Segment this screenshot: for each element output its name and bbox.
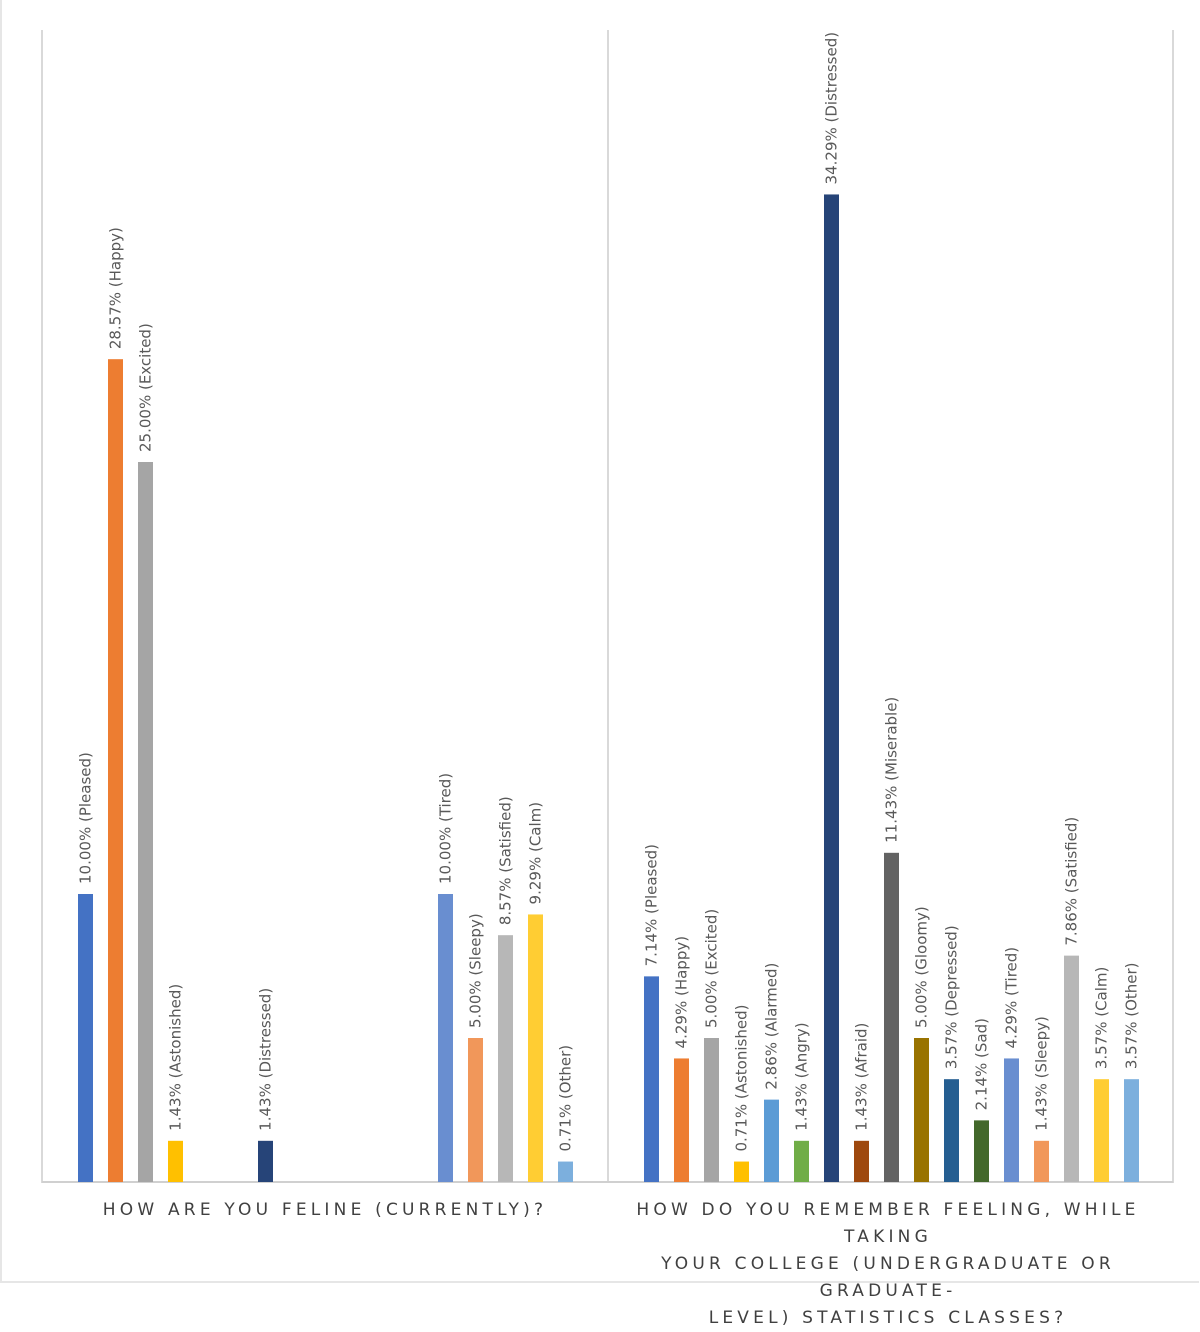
right-data-label-satisfied: 7.86% (Satisfied): [1063, 817, 1081, 946]
right-data-label-tired: 4.29% (Tired): [1003, 947, 1021, 1049]
left-data-label-astonished: 1.43% (Astonished): [167, 984, 185, 1131]
left-bar-other: [558, 1161, 573, 1182]
left-bar-calm: [528, 914, 543, 1182]
left-data-label-distressed: 1.43% (Distressed): [257, 988, 275, 1131]
right-axis-title-line-1: How do you remember feeling, while takin…: [636, 1200, 1140, 1247]
right-bar-sad: [974, 1120, 989, 1182]
chart-svg: 10.00% (Pleased) 28.57% (Happy) 25.00% (Ex…: [41, 30, 1174, 1183]
left-data-label-calm: 9.29% (Calm): [527, 802, 545, 905]
left-panel-bars: 10.00% (Pleased) 28.57% (Happy) 25.00% (Ex…: [77, 227, 575, 1183]
right-data-label-angry: 1.43% (Angry): [793, 1022, 811, 1130]
right-bar-distressed: [824, 194, 839, 1182]
left-data-label-other: 0.71% (Other): [557, 1045, 575, 1152]
left-bar-tired: [438, 894, 453, 1182]
right-data-label-depressed: 3.57% (Depressed): [943, 925, 961, 1069]
left-bar-sleepy: [468, 1038, 483, 1182]
right-bar-excited: [704, 1038, 719, 1182]
left-bar-astonished: [168, 1140, 183, 1182]
right-data-label-astonished: 0.71% (Astonished): [733, 1005, 751, 1152]
left-bar-pleased: [78, 894, 93, 1182]
left-data-label-happy: 28.57% (Happy): [107, 227, 125, 349]
right-bar-depressed: [944, 1079, 959, 1182]
right-data-label-miserable: 11.43% (Miserable): [883, 697, 901, 843]
right-axis-title-line-3: level) statistics classes?: [708, 1308, 1068, 1328]
right-panel-bars: 7.14% (Pleased) 4.29% (Happy) 5.00% (Excit…: [643, 32, 1141, 1182]
right-bar-astonished: [734, 1161, 749, 1182]
right-bar-alarmed: [764, 1099, 779, 1182]
left-data-label-satisfied: 8.57% (Satisfied): [497, 796, 515, 925]
right-bar-calm: [1094, 1079, 1109, 1182]
right-bar-sleepy: [1034, 1140, 1049, 1182]
left-data-label-sleepy: 5.00% (Sleepy): [467, 913, 485, 1028]
left-data-label-excited: 25.00% (Excited): [137, 323, 155, 452]
right-data-label-pleased: 7.14% (Pleased): [643, 844, 661, 966]
right-data-label-alarmed: 2.86% (Alarmed): [763, 963, 781, 1090]
left-bar-distressed: [258, 1140, 273, 1182]
right-data-label-sleepy: 1.43% (Sleepy): [1033, 1016, 1051, 1131]
right-data-label-distressed: 34.29% (Distressed): [823, 32, 841, 185]
right-data-label-happy: 4.29% (Happy): [673, 936, 691, 1049]
right-data-label-gloomy: 5.00% (Gloomy): [913, 906, 931, 1028]
right-bar-gloomy: [914, 1038, 929, 1182]
right-bar-happy: [674, 1058, 689, 1182]
right-data-label-excited: 5.00% (Excited): [703, 909, 721, 1028]
right-bar-angry: [794, 1140, 809, 1182]
right-bar-afraid: [854, 1140, 869, 1182]
right-bar-miserable: [884, 852, 899, 1182]
left-bar-happy: [108, 359, 123, 1183]
right-bar-satisfied: [1064, 955, 1079, 1182]
right-panel-axis-title: How do you remember feeling, while takin…: [598, 1197, 1178, 1332]
left-panel-axis-title: How are you feline (currently)?: [102, 1200, 548, 1220]
left-bar-satisfied: [498, 935, 513, 1182]
right-data-label-other: 3.57% (Other): [1123, 962, 1141, 1069]
right-bar-other: [1124, 1079, 1139, 1182]
left-data-label-tired: 10.00% (Tired): [437, 773, 455, 884]
right-bar-tired: [1004, 1058, 1019, 1182]
left-bar-excited: [138, 462, 153, 1182]
left-data-label-pleased: 10.00% (Pleased): [77, 752, 95, 884]
right-axis-title-line-2: your college (undergraduate or graduate-: [661, 1254, 1115, 1301]
right-data-label-afraid: 1.43% (Afraid): [853, 1023, 871, 1131]
right-bar-pleased: [644, 976, 659, 1182]
right-data-label-calm: 3.57% (Calm): [1093, 967, 1111, 1070]
right-data-label-sad: 2.14% (Sad): [973, 1018, 991, 1110]
